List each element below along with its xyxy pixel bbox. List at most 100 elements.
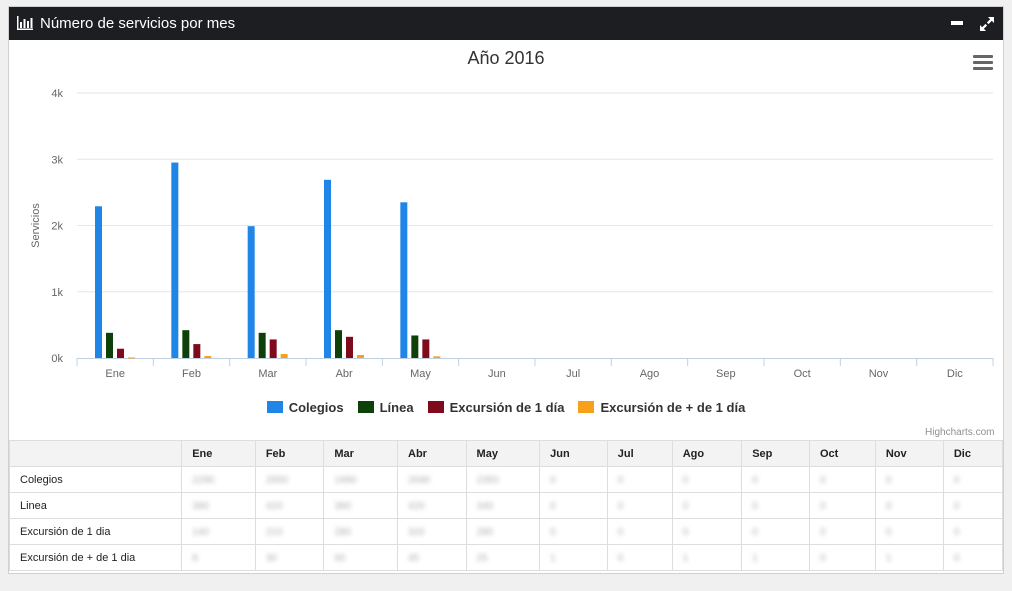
chart-credits[interactable]: Highcharts.com — [925, 427, 995, 438]
bar — [171, 162, 179, 358]
x-tick-label: Jul — [566, 368, 580, 380]
table-cell-value: 30 — [265, 552, 277, 564]
table-cell-value: 1 — [752, 552, 758, 564]
table-cell: 0 — [874, 518, 944, 545]
bar — [324, 179, 331, 358]
table-cell-value: 320 — [408, 526, 425, 538]
table-cell-value: 0 — [752, 526, 758, 538]
table-cell: 420 — [397, 492, 467, 519]
table-cell: 340 — [465, 492, 541, 519]
table-cell-value: 2950 — [265, 474, 289, 486]
table-cell: 0 — [606, 492, 673, 519]
table-cell-value: 2290 — [192, 474, 215, 486]
table-cell: 0 — [539, 492, 608, 519]
y-tick-label: 0k — [51, 353, 63, 365]
table-cell-value: 0 — [752, 500, 758, 512]
legend-item[interactable]: Colegios — [266, 400, 344, 415]
bar — [204, 356, 212, 358]
table-cell-value: 0 — [550, 474, 556, 486]
legend-label: Colegios — [288, 400, 344, 415]
legend-label: Excursión de + de 1 día — [600, 400, 746, 415]
data-table: Ene Feb Mar Abr May Jun Jul Ago Sep Oct Nov Dic Cole… — [8, 440, 1004, 571]
hamburger-icon[interactable] — [973, 55, 993, 71]
y-tick-label: 2k — [51, 221, 63, 233]
legend-swatch — [357, 401, 374, 413]
legend-item[interactable]: Excursión de 1 día — [427, 400, 565, 415]
bar — [280, 354, 288, 358]
y-tick-label: 3k — [51, 154, 63, 166]
expand-icon[interactable] — [979, 16, 995, 32]
bar — [411, 335, 419, 358]
table-cell: 0 — [874, 492, 944, 519]
table-cell: 2950 — [254, 466, 325, 493]
table-cell-value: 2690 — [408, 474, 431, 486]
legend-label: Excursión de 1 día — [449, 400, 565, 415]
table-cell-value: 380 — [192, 500, 209, 512]
table-header-cell: Abr — [397, 440, 467, 467]
table-row: Excursión de + de 1 dia 8 30 60 45 25 1 0 1 1 0 1 0 — [8, 544, 1004, 571]
table-header-cell: Dic — [942, 440, 1004, 467]
chart-title: Año 2016 — [467, 48, 544, 68]
x-tick-label: Abr — [336, 368, 353, 380]
y-axis-label: Servicios — [30, 203, 42, 248]
table-cell: 0 — [606, 466, 673, 493]
table-row: Colegios 2290 2950 1990 2690 2350 0 0 0 0 0 0 0 — [8, 466, 1004, 493]
table-cell-value: 2350 — [476, 474, 499, 486]
bar — [95, 206, 102, 358]
table-cell: 1 — [874, 544, 944, 571]
table-cell: 0 — [809, 492, 876, 519]
bar — [247, 226, 255, 358]
x-tick-label: Feb — [182, 368, 201, 380]
table-cell-value: 210 — [265, 526, 283, 538]
table-cell-value: 0 — [682, 500, 689, 512]
table-cell: 0 — [942, 518, 1004, 545]
table-header-cell — [8, 440, 183, 467]
table-cell-value: 60 — [334, 552, 346, 564]
bar — [422, 339, 430, 358]
table-cell: 0 — [809, 544, 876, 571]
table-cell-value: 1 — [550, 552, 556, 564]
legend-swatch — [578, 401, 595, 413]
chart-panel: Número de servicios por mes Año 2016 0k 1k… — [8, 6, 1004, 574]
x-tick-label: Ene — [105, 368, 125, 380]
panel-title: Número de servicios por mes — [40, 15, 236, 32]
table-cell-value: 0 — [617, 526, 624, 538]
table-cell: 0 — [606, 544, 673, 571]
table-cell-value: 0 — [885, 526, 892, 538]
table-cell-value: 1 — [885, 552, 892, 564]
legend-item[interactable]: Excursión de + de 1 día — [578, 400, 745, 415]
table-cell: 0 — [671, 518, 743, 545]
table-cell-value: 380 — [334, 500, 352, 512]
bar — [400, 202, 408, 358]
table-cell: 1990 — [323, 466, 398, 493]
table-cell: 25 — [465, 544, 541, 571]
x-tick-label: May — [410, 368, 431, 380]
table-cell: 2350 — [465, 466, 541, 493]
minimize-icon[interactable] — [951, 21, 963, 25]
table-cell: 0 — [741, 466, 810, 493]
table-cell: 0 — [942, 544, 1004, 571]
table-cell-value: 0 — [820, 500, 826, 512]
panel-header: Número de servicios por mes — [9, 7, 1003, 40]
table-cell-value: 0 — [617, 552, 624, 564]
table-cell-value: 0 — [617, 474, 624, 486]
table-cell: 0 — [671, 492, 743, 519]
table-cell-value: 0 — [682, 474, 689, 486]
table-cell-value: 0 — [820, 474, 826, 486]
table-header-cell: Sep — [741, 440, 810, 467]
chart-area: Año 2016 0k 1k 2k 3k 4k Servicios Ene Feb Mar Abr M… — [9, 40, 1003, 440]
table-cell: 60 — [323, 544, 398, 571]
bar — [335, 330, 342, 358]
table-cell-value: 0 — [820, 526, 826, 538]
table-row-label: Linea — [8, 492, 183, 519]
table-header-cell: Nov — [874, 440, 944, 467]
table-cell: 1 — [671, 544, 743, 571]
table-cell-value: 45 — [408, 552, 420, 564]
table-cell: 0 — [606, 518, 673, 545]
table-cell-value: 0 — [953, 474, 960, 486]
table-cell-value: 0 — [617, 500, 624, 512]
table-cell: 210 — [254, 518, 325, 545]
legend-item[interactable]: Línea — [357, 400, 414, 415]
table-cell: 280 — [323, 518, 398, 545]
bar — [193, 344, 201, 358]
